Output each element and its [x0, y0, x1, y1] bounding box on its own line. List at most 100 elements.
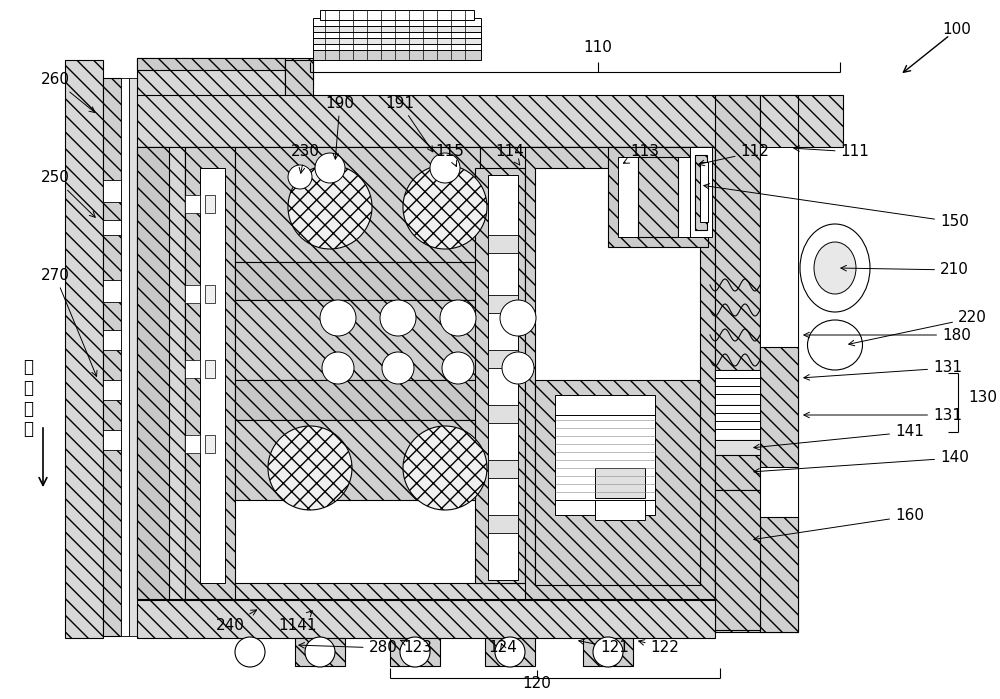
Text: 150: 150 — [704, 184, 969, 229]
Bar — [313, 26, 481, 32]
Text: 112: 112 — [699, 145, 769, 166]
Circle shape — [430, 153, 460, 183]
Circle shape — [502, 352, 534, 384]
Bar — [185, 285, 200, 303]
Bar — [690, 147, 712, 237]
Bar — [595, 468, 645, 498]
Circle shape — [403, 426, 487, 510]
Bar — [129, 78, 137, 636]
Bar — [205, 285, 215, 303]
Text: 130: 130 — [968, 391, 997, 405]
Bar — [235, 262, 715, 300]
Circle shape — [288, 165, 372, 249]
Circle shape — [305, 637, 335, 667]
Text: 120: 120 — [523, 675, 551, 691]
Bar — [608, 147, 708, 247]
Bar — [137, 95, 843, 147]
Text: 230: 230 — [290, 145, 320, 173]
Circle shape — [288, 165, 312, 189]
Bar — [137, 600, 715, 638]
Text: 191: 191 — [386, 96, 433, 152]
Bar — [488, 175, 518, 580]
Bar — [235, 300, 715, 380]
Bar — [137, 147, 185, 599]
Bar — [595, 500, 645, 520]
Text: 270: 270 — [41, 268, 97, 377]
Circle shape — [500, 300, 536, 336]
Bar — [103, 330, 121, 350]
Bar — [760, 95, 798, 632]
Ellipse shape — [814, 242, 856, 294]
Bar — [137, 147, 169, 599]
Bar — [205, 360, 215, 378]
Bar — [121, 78, 129, 636]
Bar — [103, 180, 121, 202]
Text: 220: 220 — [849, 310, 987, 346]
Bar — [488, 515, 518, 533]
Bar — [715, 440, 760, 455]
Bar — [313, 44, 481, 50]
Bar — [103, 280, 121, 302]
Bar — [200, 168, 225, 583]
Bar — [313, 18, 481, 26]
Bar — [638, 157, 678, 237]
Bar — [488, 235, 518, 253]
Text: 250: 250 — [41, 171, 95, 217]
Bar — [235, 420, 715, 500]
Bar — [488, 405, 518, 423]
Bar — [390, 638, 440, 666]
Bar — [103, 380, 121, 400]
Bar — [235, 380, 715, 420]
Bar — [313, 38, 481, 44]
Bar — [715, 405, 760, 440]
Bar — [185, 360, 200, 378]
Circle shape — [400, 637, 430, 667]
Circle shape — [382, 352, 414, 384]
Text: 131: 131 — [804, 408, 962, 422]
Bar — [700, 162, 708, 222]
Text: 100: 100 — [943, 22, 971, 38]
Circle shape — [403, 165, 487, 249]
Bar — [220, 168, 700, 583]
Bar — [555, 395, 655, 515]
Bar — [313, 50, 481, 60]
Circle shape — [442, 352, 474, 384]
Text: 110: 110 — [584, 41, 612, 55]
Bar — [480, 147, 580, 262]
Text: 113: 113 — [623, 145, 660, 164]
Bar — [103, 220, 121, 235]
Bar — [295, 638, 345, 666]
Bar — [715, 490, 760, 630]
Bar — [715, 95, 760, 632]
Text: 111: 111 — [794, 145, 869, 159]
Bar — [535, 380, 700, 585]
Ellipse shape — [800, 224, 870, 312]
Text: 121: 121 — [579, 639, 629, 656]
Bar — [103, 78, 121, 636]
Bar — [715, 370, 760, 405]
Bar — [320, 10, 474, 20]
Text: 123: 123 — [401, 640, 432, 656]
Circle shape — [380, 300, 416, 336]
Bar — [103, 430, 121, 450]
Text: 210: 210 — [841, 263, 969, 278]
Text: 280: 280 — [299, 640, 397, 656]
Bar — [488, 295, 518, 313]
Ellipse shape — [808, 320, 862, 370]
Bar — [618, 157, 698, 237]
Text: 160: 160 — [754, 508, 924, 541]
Bar — [760, 347, 798, 467]
Circle shape — [593, 637, 623, 667]
Text: 115: 115 — [436, 145, 464, 166]
Bar — [525, 147, 715, 599]
Bar — [715, 440, 760, 455]
Bar — [583, 638, 633, 666]
Circle shape — [322, 352, 354, 384]
Circle shape — [440, 300, 476, 336]
Text: 180: 180 — [804, 328, 971, 343]
Bar — [137, 58, 285, 70]
Bar — [185, 147, 785, 599]
Circle shape — [495, 637, 525, 667]
Bar — [475, 168, 525, 583]
Text: 122: 122 — [639, 640, 679, 656]
